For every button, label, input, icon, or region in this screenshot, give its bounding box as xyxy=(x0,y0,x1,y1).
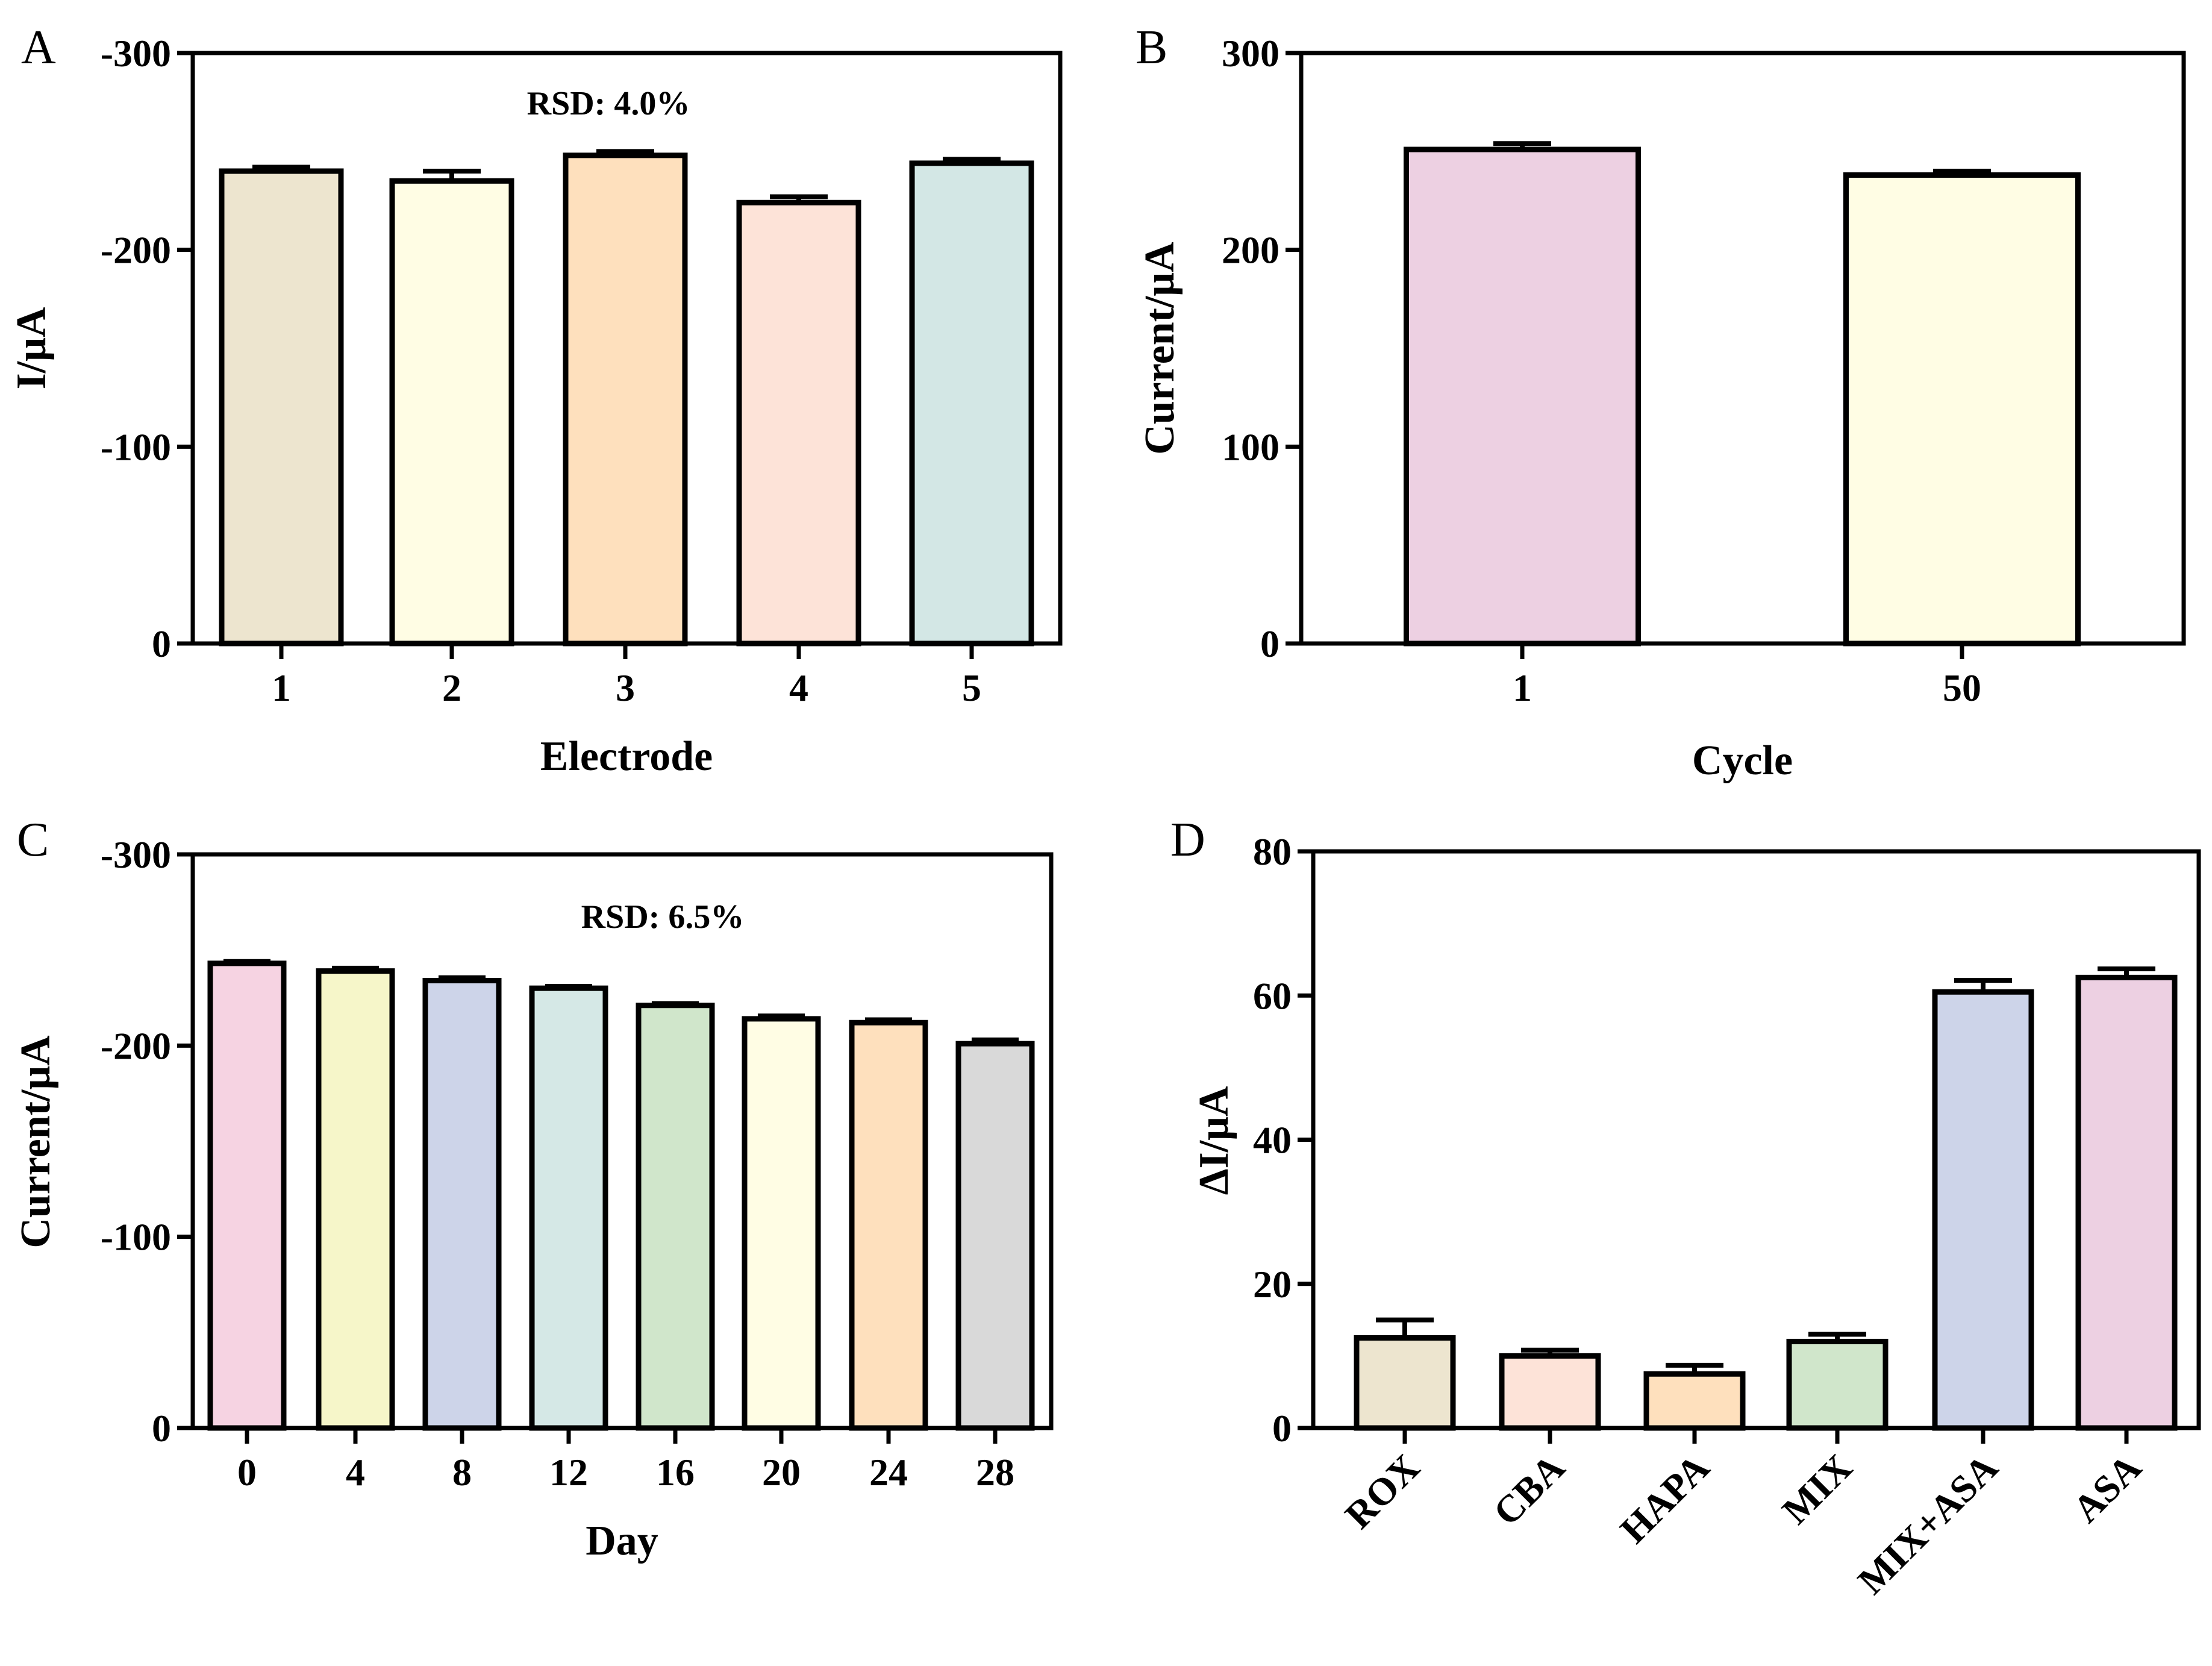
y-tick-label: 20 xyxy=(1253,1263,1292,1306)
y-tick-label: -300 xyxy=(101,32,171,75)
y-axis-title: Current/μA xyxy=(1137,242,1183,455)
x-tick-label: 28 xyxy=(976,1451,1014,1494)
x-tick-label: 4 xyxy=(789,666,808,709)
x-tick-label: 12 xyxy=(549,1451,588,1494)
bar-asa xyxy=(2075,974,2178,1431)
x-tick-label: 20 xyxy=(762,1451,801,1494)
y-tick-label: 0 xyxy=(152,1407,171,1450)
rsd-annotation: RSD: 4.0% xyxy=(527,85,690,122)
bar-16 xyxy=(636,1003,715,1431)
bar-4 xyxy=(316,968,395,1431)
x-axis-title: Cycle xyxy=(1692,737,1793,784)
bar-2 xyxy=(389,178,514,647)
y-tick-label: -300 xyxy=(101,833,171,876)
bar-8 xyxy=(422,977,502,1431)
panel-a: A 0 -100 -200 -300 1 2 3 4 5 I/μA Electrode RSD: 4.0… xyxy=(8,21,1063,780)
x-tick-label: 8 xyxy=(452,1451,472,1494)
bar-28 xyxy=(955,1041,1035,1431)
y-tick-label: 0 xyxy=(1272,1407,1292,1450)
bar-3 xyxy=(563,152,688,647)
x-axis-title: Day xyxy=(586,1518,658,1564)
panel-letter: A xyxy=(21,21,56,74)
y-tick-label: 80 xyxy=(1253,830,1292,873)
bar-rox xyxy=(1354,1335,1456,1431)
bar-4 xyxy=(736,199,861,647)
bar-24 xyxy=(849,1019,928,1431)
bar-12 xyxy=(529,985,608,1431)
x-tick-label: 50 xyxy=(1943,666,1981,709)
y-tick-label: -200 xyxy=(101,1024,171,1067)
y-tick-label: -100 xyxy=(101,425,171,468)
panel-b: B 0 100 200 300 1 50 Current/μA Cycle xyxy=(1136,21,2186,784)
y-tick-label: -200 xyxy=(101,229,171,272)
bar-5 xyxy=(909,160,1034,647)
y-tick-label: 200 xyxy=(1222,229,1279,272)
x-axis-title: Electrode xyxy=(540,733,713,780)
panel-letter: C xyxy=(17,813,49,866)
x-tick-label: 16 xyxy=(656,1451,695,1494)
y-tick-label: 0 xyxy=(152,622,171,665)
x-tick-label: 1 xyxy=(1513,666,1532,709)
panel-letter: B xyxy=(1136,21,1167,74)
panel-c: C 0 -100 -200 -300 0 4 8 12 16 20 24 28 Current/μA Day… xyxy=(13,813,1054,1564)
x-tick-label: 2 xyxy=(442,666,461,709)
y-tick-label: 100 xyxy=(1222,425,1279,468)
y-axis-title: I/μA xyxy=(8,307,55,389)
x-tick-label: 5 xyxy=(962,666,981,709)
panel-letter: D xyxy=(1170,813,1205,866)
y-tick-label: 300 xyxy=(1222,32,1279,75)
bar-1 xyxy=(219,168,344,647)
x-tick-label: 1 xyxy=(272,666,291,709)
plot-frame xyxy=(1299,51,2186,646)
y-tick-label: 40 xyxy=(1253,1119,1292,1162)
y-axis-title: Current/μA xyxy=(13,1035,59,1248)
bar-50 xyxy=(1843,172,2081,647)
y-tick-label: -100 xyxy=(101,1216,171,1259)
y-axis-title: ΔI/μA xyxy=(1191,1086,1237,1195)
bar-mix xyxy=(1786,1338,1889,1431)
bar-mix-asa xyxy=(1932,989,2034,1431)
x-tick-label: 0 xyxy=(237,1451,257,1494)
plot-frame xyxy=(190,852,1054,1430)
bar-hapa xyxy=(1643,1371,1746,1431)
bar-1 xyxy=(1404,146,1641,647)
x-tick-label: 3 xyxy=(616,666,635,709)
y-tick-label: 60 xyxy=(1253,974,1292,1017)
x-tick-label: 24 xyxy=(869,1451,908,1494)
rsd-annotation: RSD: 6.5% xyxy=(581,898,745,936)
x-tick-label: 4 xyxy=(346,1451,365,1494)
y-tick-label: 0 xyxy=(1260,622,1279,665)
bar-20 xyxy=(742,1016,821,1431)
bar-0 xyxy=(207,960,287,1431)
bar-cba xyxy=(1499,1353,1601,1431)
